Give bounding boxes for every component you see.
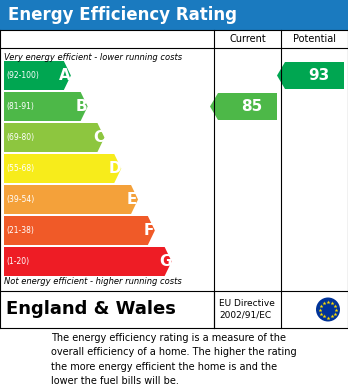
Text: Very energy efficient - lower running costs: Very energy efficient - lower running co…: [4, 52, 182, 61]
Text: (55-68): (55-68): [6, 164, 34, 173]
FancyBboxPatch shape: [0, 0, 348, 30]
Text: (1-20): (1-20): [6, 257, 29, 266]
Polygon shape: [4, 216, 155, 245]
Text: Energy Efficiency Rating: Energy Efficiency Rating: [8, 6, 237, 24]
Text: G: G: [159, 254, 172, 269]
Polygon shape: [4, 92, 88, 121]
Text: England & Wales: England & Wales: [6, 301, 176, 319]
Text: C: C: [93, 130, 104, 145]
Polygon shape: [210, 93, 277, 120]
Text: (39-54): (39-54): [6, 195, 34, 204]
Polygon shape: [4, 247, 172, 276]
Polygon shape: [4, 154, 121, 183]
Text: E: E: [127, 192, 137, 207]
Polygon shape: [4, 61, 71, 90]
Text: 85: 85: [241, 99, 262, 114]
Polygon shape: [4, 123, 104, 152]
Circle shape: [316, 298, 340, 321]
Text: The energy efficiency rating is a measure of the
overall efficiency of a home. T: The energy efficiency rating is a measur…: [51, 333, 297, 386]
Text: (69-80): (69-80): [6, 133, 34, 142]
Text: (21-38): (21-38): [6, 226, 34, 235]
Text: F: F: [144, 223, 154, 238]
Polygon shape: [277, 62, 344, 89]
Text: A: A: [59, 68, 71, 83]
Text: Current: Current: [229, 34, 266, 44]
Text: (92-100): (92-100): [6, 71, 39, 80]
Text: 93: 93: [308, 68, 329, 83]
Text: EU Directive
2002/91/EC: EU Directive 2002/91/EC: [219, 299, 275, 320]
Text: Potential: Potential: [293, 34, 336, 44]
Text: Not energy efficient - higher running costs: Not energy efficient - higher running co…: [4, 278, 182, 287]
Text: D: D: [109, 161, 121, 176]
Text: (81-91): (81-91): [6, 102, 34, 111]
Polygon shape: [4, 185, 138, 214]
Text: B: B: [76, 99, 87, 114]
